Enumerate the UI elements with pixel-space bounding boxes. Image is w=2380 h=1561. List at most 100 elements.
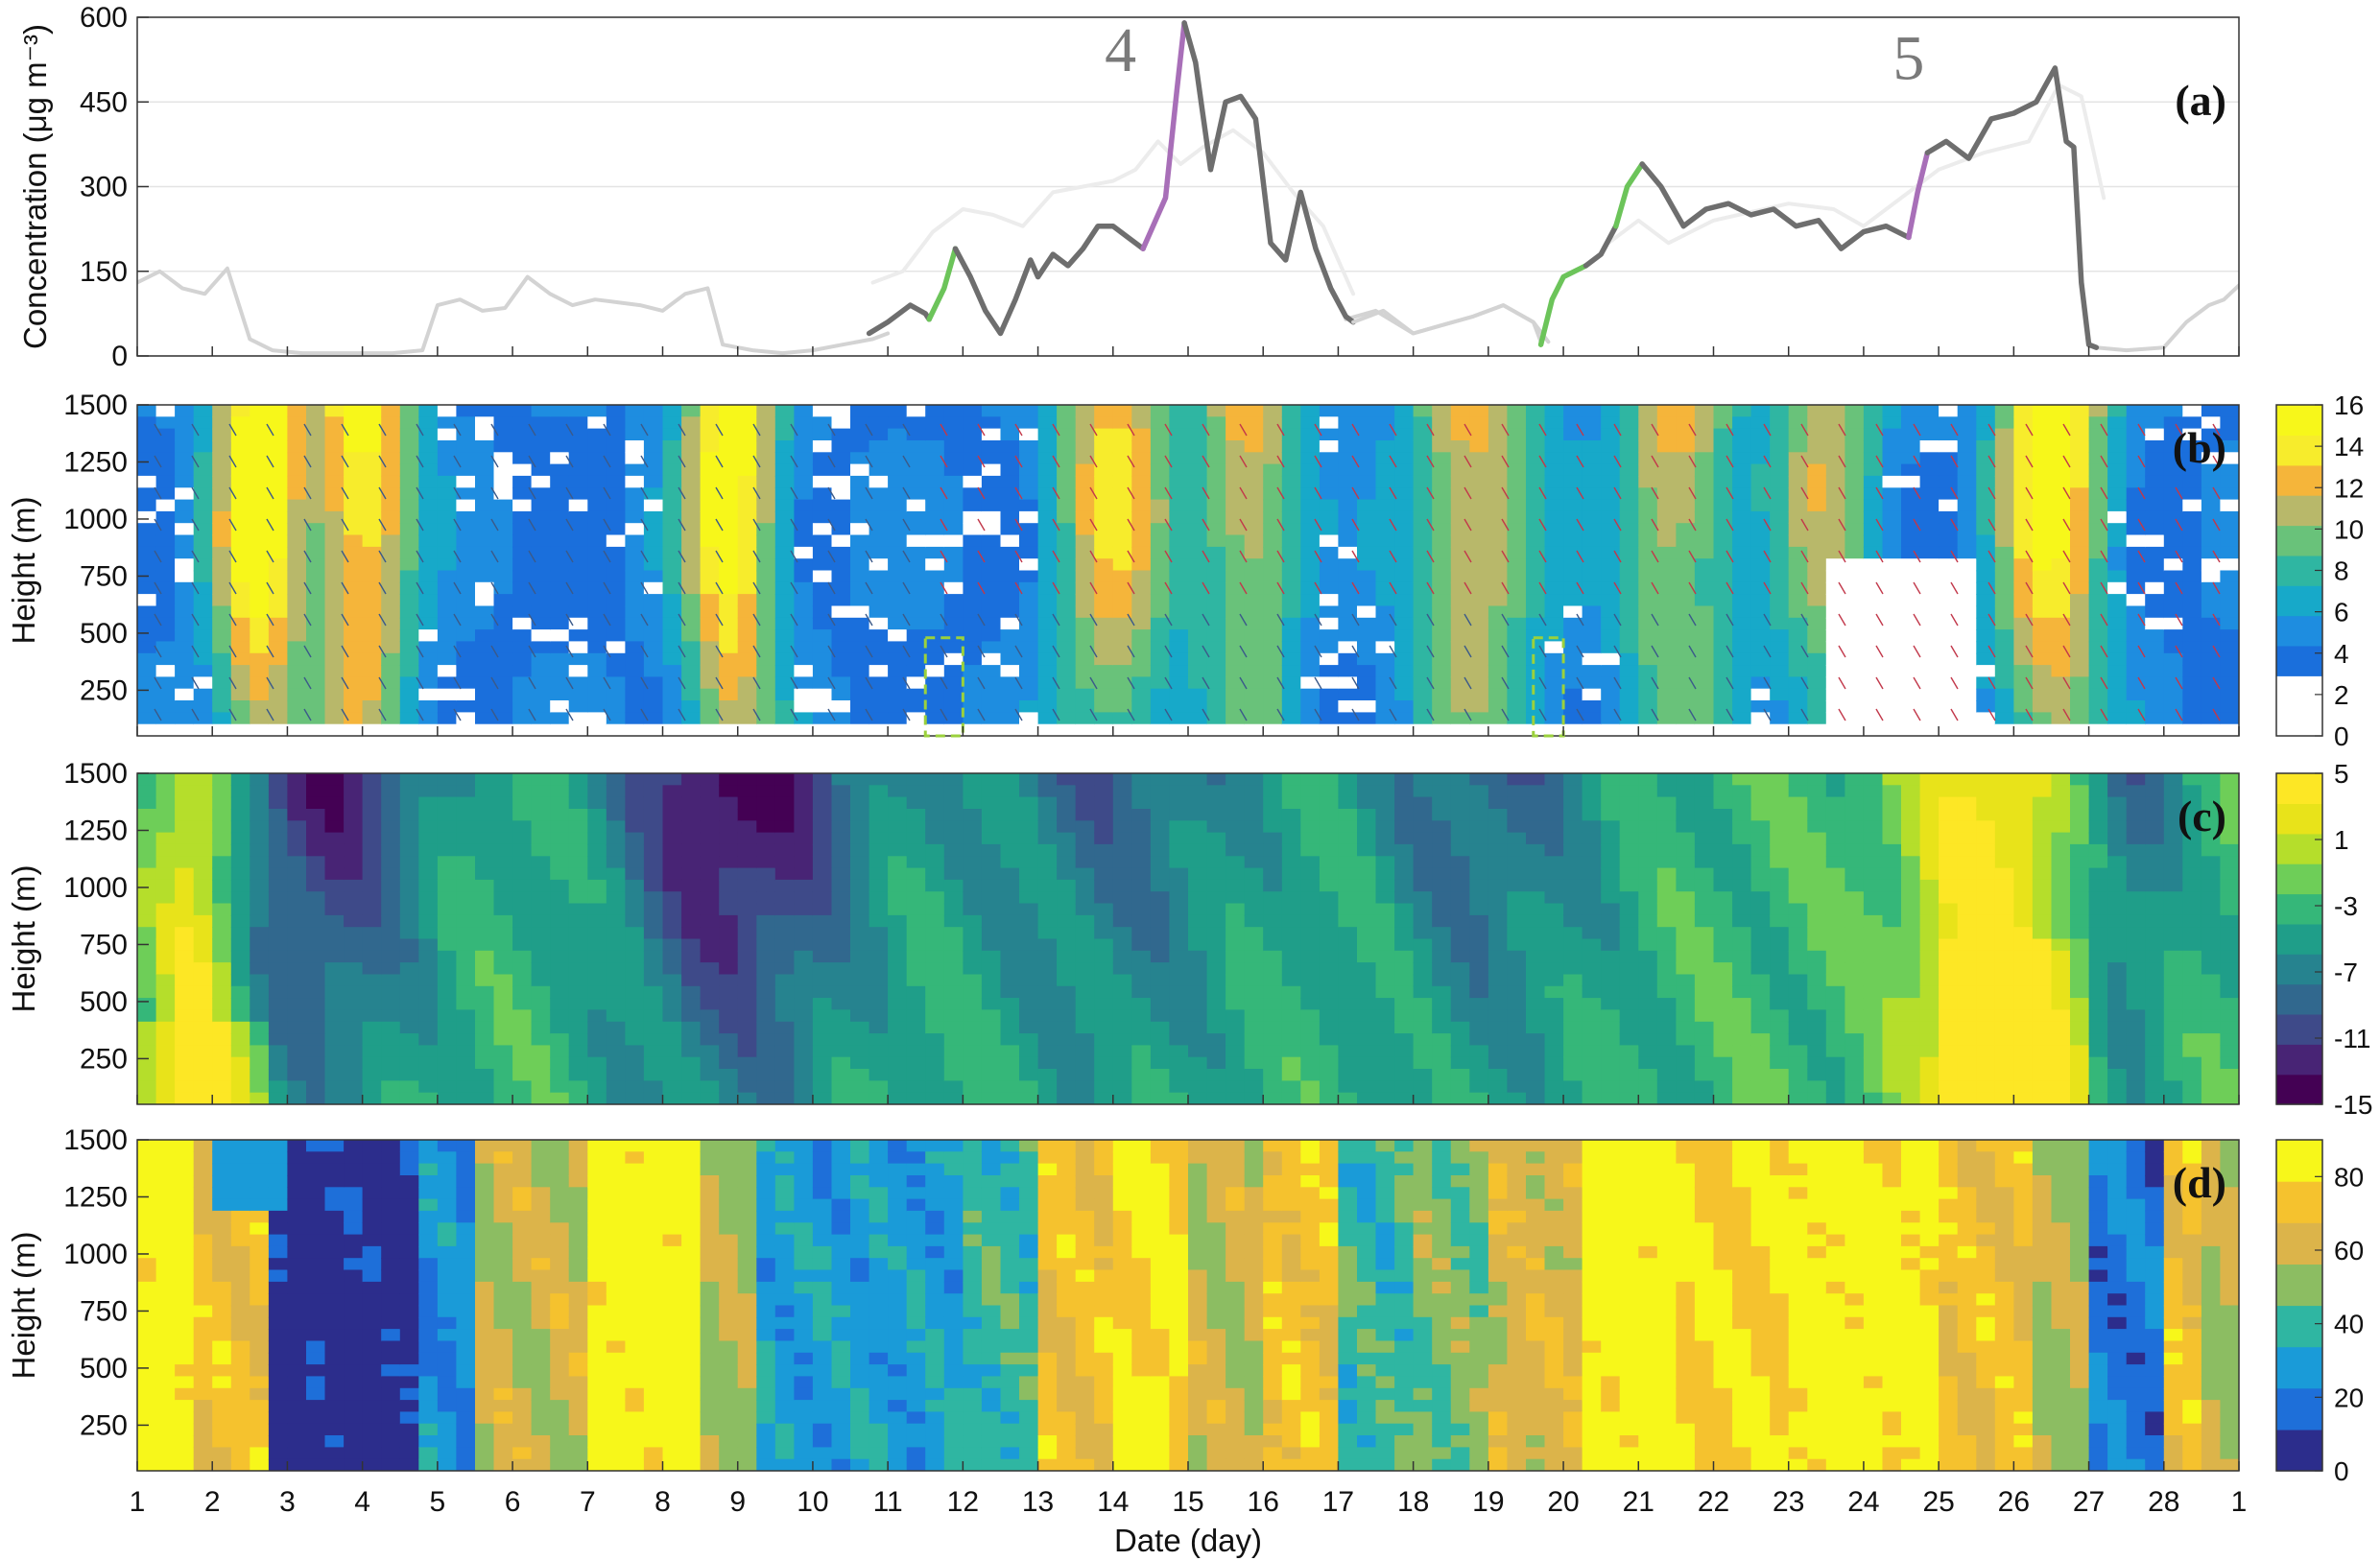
heatmap-cell	[1694, 688, 1715, 701]
heatmap-cell	[906, 594, 927, 607]
heatmap-cell	[925, 641, 945, 654]
heatmap-cell	[850, 475, 870, 488]
heatmap-cell	[1375, 629, 1395, 643]
heatmap-cell	[456, 891, 476, 905]
heatmap-cell	[399, 629, 420, 643]
heatmap-cell	[719, 1009, 739, 1023]
heatmap-cell	[362, 405, 382, 418]
heatmap-cell	[137, 796, 157, 810]
heatmap-cell	[306, 1056, 326, 1070]
wind-barb	[1127, 645, 1135, 658]
heatmap-cell	[1319, 581, 1340, 595]
heatmap-cell	[2163, 416, 2184, 430]
heatmap-cell	[362, 950, 382, 963]
heatmap-cell	[2107, 712, 2128, 725]
heatmap-cell	[306, 856, 326, 869]
heatmap-cell	[475, 475, 495, 488]
heatmap-cell	[606, 475, 627, 488]
wind-barb	[977, 423, 986, 437]
heatmap-cell	[1544, 558, 1564, 572]
heatmap-cell	[643, 785, 664, 798]
heatmap-cell	[1656, 688, 1678, 701]
heatmap-cell	[1638, 665, 1658, 678]
heatmap-cell	[587, 1069, 607, 1082]
heatmap-cell	[1413, 688, 1433, 701]
heatmap-cell	[1037, 487, 1058, 501]
wind-barb	[528, 518, 536, 532]
heatmap-cell	[1206, 534, 1226, 548]
heatmap-cell	[1656, 617, 1678, 630]
heatmap-cell	[1676, 688, 1696, 701]
heatmap-cell	[1844, 499, 1865, 512]
heatmap-cell	[268, 440, 289, 454]
heatmap-cell	[2051, 428, 2071, 441]
heatmap-cell	[1844, 676, 1865, 690]
heatmap-cell	[1939, 452, 1959, 465]
heatmap-cell	[2126, 665, 2147, 678]
heatmap-cell	[1882, 581, 1902, 595]
heatmap-cell	[475, 1045, 495, 1058]
heatmap-cell	[550, 1069, 570, 1082]
heatmap-cell	[362, 558, 382, 572]
heatmap-cell	[1507, 452, 1527, 465]
heatmap-cell	[137, 487, 157, 501]
heatmap-cell	[344, 428, 364, 441]
heatmap-cell	[812, 629, 833, 643]
wind-barb	[715, 486, 724, 500]
wind-barb	[1875, 550, 1884, 563]
heatmap-cell	[1000, 712, 1020, 725]
series-line	[952, 223, 1146, 337]
heatmap-cell	[531, 558, 551, 572]
heatmap-cell	[381, 416, 401, 430]
heatmap-cell	[437, 405, 458, 418]
heatmap-cell	[550, 1033, 570, 1047]
heatmap-cell	[475, 891, 495, 905]
heatmap-cell	[850, 927, 870, 940]
heatmap-cell	[1750, 534, 1771, 548]
heatmap-cell	[1919, 652, 1940, 666]
heatmap-cell	[1507, 558, 1527, 572]
heatmap-cell	[324, 594, 345, 607]
heatmap-cell	[344, 843, 364, 857]
heatmap-cell	[2182, 487, 2202, 501]
heatmap-cell	[1976, 629, 1996, 643]
heatmap-cell	[399, 820, 420, 834]
heatmap-cell	[888, 1021, 908, 1034]
heatmap-cell	[493, 938, 513, 952]
heatmap-cell	[1432, 629, 1452, 643]
heatmap-cell	[418, 652, 439, 666]
heatmap-cell	[943, 546, 964, 559]
heatmap-cell	[1919, 676, 1940, 690]
heatmap-cell	[700, 1009, 720, 1023]
heatmap-cell	[681, 1069, 702, 1082]
heatmap-cell	[1844, 652, 1865, 666]
heatmap-cell	[1432, 594, 1452, 607]
heatmap-cell	[2163, 546, 2184, 559]
wind-barb	[715, 676, 724, 690]
heatmap-cell	[1394, 499, 1415, 512]
heatmap-cell	[137, 558, 157, 572]
heatmap-cell	[193, 617, 214, 630]
heatmap-cell	[737, 475, 758, 488]
wind-barb	[191, 581, 200, 595]
heatmap-cell	[681, 712, 702, 725]
heatmap-cell	[1112, 558, 1133, 572]
heatmap-cell	[869, 487, 889, 501]
heatmap-cell	[1469, 428, 1489, 441]
heatmap-cell	[925, 428, 945, 441]
heatmap-cell	[831, 1033, 851, 1047]
heatmap-cell	[662, 723, 682, 736]
wind-barb	[1464, 486, 1472, 500]
heatmap-cell	[587, 440, 607, 454]
heatmap-cell	[643, 712, 664, 725]
heatmap-cell	[812, 879, 833, 892]
heatmap-cell	[1638, 405, 1658, 418]
heatmap-cell	[812, 785, 833, 798]
heatmap-cell	[1656, 405, 1678, 418]
heatmap-cell	[625, 1069, 645, 1082]
heatmap-cell	[493, 796, 513, 810]
heatmap-cell	[1919, 581, 1940, 595]
wind-barb	[2100, 676, 2108, 690]
heatmap-cell	[1788, 558, 1809, 572]
heatmap-cell	[381, 796, 401, 810]
